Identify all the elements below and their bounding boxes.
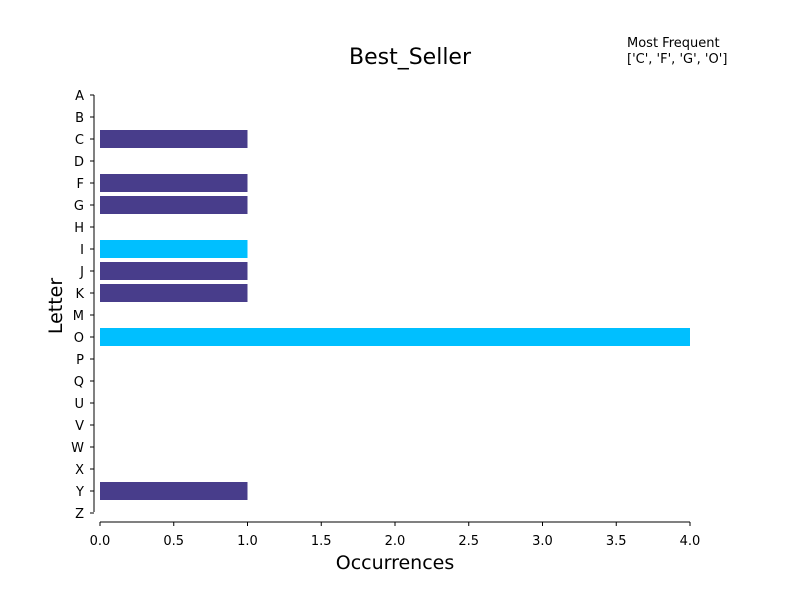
bar-K xyxy=(100,284,248,302)
bar-O xyxy=(100,328,690,346)
y-tick-label-I: I xyxy=(80,243,84,258)
x-tick-label-4.0: 4.0 xyxy=(680,534,701,549)
y-tick-label-K: K xyxy=(75,287,84,302)
y-tick-label-G: G xyxy=(74,199,84,214)
y-tick-label-Q: Q xyxy=(74,375,84,390)
annotation-value: ['C', 'F', 'G', 'O'] xyxy=(627,52,727,67)
x-tick-label-3.5: 3.5 xyxy=(606,534,627,549)
y-tick-label-O: O xyxy=(74,331,84,346)
x-tick-label-2.5: 2.5 xyxy=(458,534,479,549)
chart-title: Best_Seller xyxy=(349,45,472,70)
y-tick-label-B: B xyxy=(75,111,84,126)
y-tick-label-P: P xyxy=(76,353,84,368)
bar-Y xyxy=(100,482,248,500)
y-tick-label-Y: Y xyxy=(75,485,84,500)
bar-G xyxy=(100,196,248,214)
x-tick-label-1.5: 1.5 xyxy=(311,534,332,549)
bars-group xyxy=(100,130,690,500)
x-tick-label-3.0: 3.0 xyxy=(532,534,553,549)
y-tick-label-C: C xyxy=(75,133,84,148)
x-tick-label-0.5: 0.5 xyxy=(163,534,184,549)
x-axis-label: Occurrences xyxy=(336,552,455,574)
x-tick-label-2.0: 2.0 xyxy=(385,534,406,549)
bar-I xyxy=(100,240,248,258)
y-tick-label-U: U xyxy=(74,397,84,412)
x-tick-label-1.0: 1.0 xyxy=(237,534,258,549)
annotation-heading: Most Frequent xyxy=(627,36,720,51)
x-tick-label-0.0: 0.0 xyxy=(90,534,111,549)
y-tick-label-H: H xyxy=(74,221,84,236)
y-tick-label-M: M xyxy=(73,309,84,324)
y-tick-label-V: V xyxy=(75,419,84,434)
y-tick-label-Z: Z xyxy=(75,507,84,522)
y-tick-label-J: J xyxy=(79,265,84,280)
y-tick-label-D: D xyxy=(74,155,84,170)
y-tick-label-F: F xyxy=(77,177,84,192)
bar-C xyxy=(100,130,248,148)
y-tick-label-X: X xyxy=(75,463,84,478)
y-axis-label: Letter xyxy=(45,278,67,335)
y-tick-label-A: A xyxy=(75,89,84,104)
bar-J xyxy=(100,262,248,280)
y-tick-label-W: W xyxy=(71,441,84,456)
bar-F xyxy=(100,174,248,192)
